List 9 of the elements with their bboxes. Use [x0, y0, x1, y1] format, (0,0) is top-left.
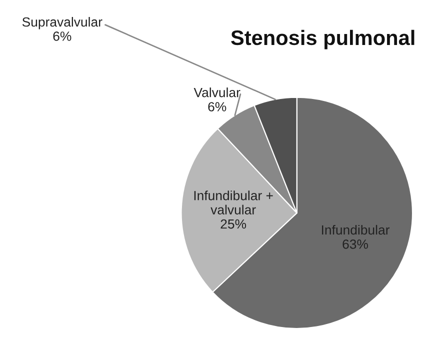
data-label: 6% — [53, 32, 72, 41]
slice-label: Infundibular — [322, 224, 390, 235]
slice-label: Valvular — [194, 88, 240, 98]
slice-label: Infundibular + valvular — [194, 190, 273, 214]
data-label: 25% — [220, 219, 246, 229]
text: Stenosis pulmonal — [231, 30, 414, 50]
data-label: 63% — [342, 240, 368, 249]
data-label: 6% — [208, 102, 226, 112]
slice-label: Supravalvular — [22, 16, 102, 30]
